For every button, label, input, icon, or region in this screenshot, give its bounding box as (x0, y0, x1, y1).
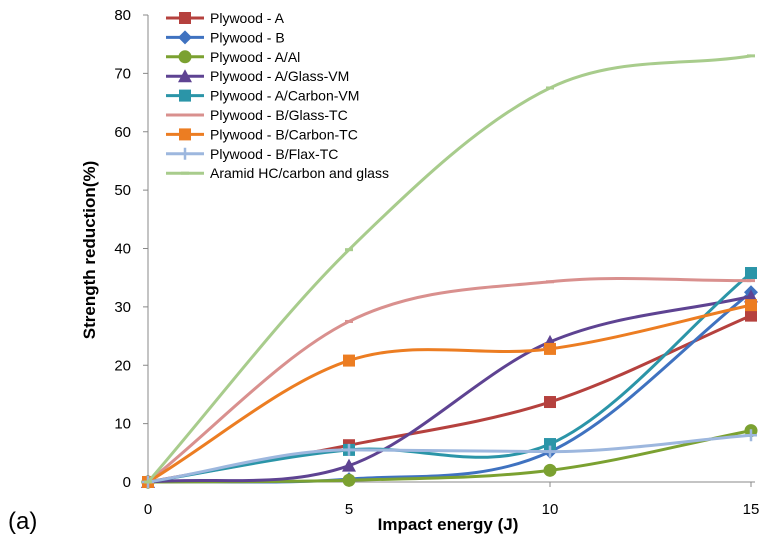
series-line (147, 291, 752, 484)
legend-swatch-marker (179, 12, 191, 24)
series-line (147, 303, 752, 484)
data-point (747, 279, 755, 283)
y-tick-label: 0 (123, 474, 131, 491)
data-point (544, 438, 556, 451)
data-point (745, 267, 757, 280)
data-point (343, 443, 355, 456)
series-aramid-hc-carbon-and-glass (144, 54, 755, 484)
data-point (546, 280, 554, 284)
series-plywood-b-carbon-tc (142, 299, 757, 488)
y-axis-title: Strength reduction(%) (80, 161, 99, 340)
data-point (144, 480, 152, 484)
data-point (345, 319, 353, 323)
y-tick-label: 40 (114, 241, 131, 258)
legend-label: Plywood - A/Al (210, 49, 300, 65)
series-line (147, 277, 752, 484)
legend-label: Plywood - A/Carbon-VM (210, 88, 359, 104)
data-point (546, 86, 554, 90)
legend-swatch-marker (178, 50, 192, 64)
series-plywood-a-glass-vm (141, 289, 758, 488)
x-tick-label: 15 (743, 501, 760, 518)
data-point (747, 54, 755, 58)
data-point (544, 445, 556, 458)
legend-label: Plywood - B/Carbon-TC (210, 126, 358, 142)
legend-item: Plywood - B/Flax-TC (166, 146, 338, 162)
legend-swatch-marker (179, 128, 191, 141)
legend-item: Plywood - A/Carbon-VM (166, 88, 359, 104)
series-line (146, 54, 752, 483)
chart-legend: Plywood - A Plywood - B Plywood - A/Al Plyw… (166, 10, 389, 181)
data-point (544, 342, 556, 355)
data-point (342, 473, 356, 487)
legend-label: Plywood - A/Glass-VM (210, 68, 349, 84)
y-tick-label: 80 (114, 7, 131, 24)
series-line (147, 294, 752, 484)
legend-label: Plywood - A (210, 10, 285, 26)
series-plywood-a (142, 309, 757, 488)
legend-swatch-marker (181, 113, 189, 117)
series-plywood-b (141, 285, 758, 489)
legend-label: Plywood - B (210, 29, 285, 45)
series-line (147, 271, 752, 484)
legend-item: Aramid HC/carbon and glass (166, 165, 389, 181)
y-tick-label: 70 (114, 65, 131, 82)
y-tick-label: 10 (114, 416, 131, 433)
x-tick-label: 10 (542, 501, 559, 518)
legend-swatch-marker (178, 30, 192, 45)
data-point (543, 463, 557, 477)
x-tick-label: 5 (345, 501, 353, 518)
x-tick-label: 0 (144, 501, 152, 518)
data-point (342, 458, 356, 472)
series-line (147, 314, 752, 484)
series-plywood-b-glass-tc (144, 277, 755, 484)
data-point (744, 289, 758, 303)
x-axis-title: Impact energy (J) (378, 515, 519, 534)
legend-item: Plywood - B (166, 29, 285, 45)
y-tick-label: 30 (114, 299, 131, 316)
legend-label: Plywood - B/Glass-TC (210, 107, 348, 123)
data-point (745, 309, 757, 322)
legend-label: Aramid HC/carbon and glass (210, 165, 389, 181)
series-line (147, 433, 752, 484)
y-tick-label: 60 (114, 124, 131, 141)
data-point (544, 396, 556, 409)
legend-item: Plywood - A/Glass-VM (166, 68, 349, 84)
data-point (343, 354, 355, 367)
data-point (745, 299, 757, 312)
legend-swatch-marker (178, 69, 192, 83)
panel-label: (a) (8, 508, 38, 535)
legend-swatch-marker (179, 147, 191, 160)
legend-swatch-marker (181, 171, 189, 175)
legend-item: Plywood - B/Glass-TC (166, 107, 348, 123)
data-point (345, 248, 353, 252)
y-tick-label: 20 (114, 357, 131, 374)
legend-swatch-marker (179, 89, 191, 102)
legend-item: Plywood - B/Carbon-TC (166, 126, 358, 142)
chart-axes (147, 15, 755, 483)
legend-label: Plywood - B/Flax-TC (210, 146, 338, 162)
data-point (745, 429, 757, 442)
legend-item: Plywood - A (166, 10, 285, 26)
y-tick-label: 50 (114, 182, 131, 199)
legend-item: Plywood - A/Al (166, 49, 300, 65)
